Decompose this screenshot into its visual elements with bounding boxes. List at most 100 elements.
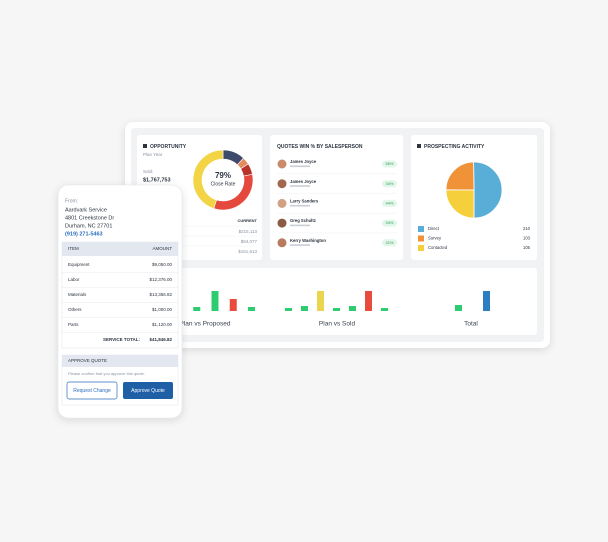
salesperson-name: Greg Schultz xyxy=(290,218,316,223)
bar xyxy=(455,305,462,311)
pie-slice xyxy=(445,161,475,191)
amount: $84,077 xyxy=(241,239,258,244)
amount: $9,050.00 xyxy=(152,262,173,267)
close-rate: 79% xyxy=(215,171,231,180)
dashboard-content: $215,113 $84,077 $151,613 James Joyce 56% Jam… xyxy=(143,149,531,328)
chart-title: Plan vs Proposed xyxy=(180,321,231,328)
bars-panel xyxy=(137,268,537,335)
win-badge xyxy=(382,239,397,247)
quote-table xyxy=(61,241,179,349)
win-rate: 34% xyxy=(385,181,393,186)
amount: $215,113 xyxy=(239,229,258,234)
item: Materials xyxy=(68,292,87,297)
pie-slice xyxy=(473,161,503,219)
bar xyxy=(483,291,490,311)
address: Durham, NC 27701 xyxy=(65,223,112,229)
amount: $13,356.82 xyxy=(149,292,172,297)
avatar xyxy=(277,159,287,169)
bar xyxy=(333,308,340,311)
salesperson-name: Larry Sanders xyxy=(290,199,319,204)
bar xyxy=(381,308,388,311)
bar xyxy=(248,307,255,311)
bar xyxy=(193,307,201,311)
placeholder-text xyxy=(290,204,310,207)
placeholder-text xyxy=(290,244,310,246)
amount: $1,120.00 xyxy=(152,322,173,327)
legend-swatch xyxy=(418,226,424,232)
button-shape[interactable] xyxy=(66,381,118,400)
placeholder-text xyxy=(290,185,310,187)
company: Aardvark Service xyxy=(65,207,107,213)
approve-header xyxy=(62,355,178,367)
approve-title: APPROVE QUOTE xyxy=(68,358,107,363)
table-header xyxy=(62,242,178,256)
sold-value: $1,767,753 xyxy=(143,177,171,183)
avatar xyxy=(277,238,287,248)
bar xyxy=(211,291,219,311)
win-badge xyxy=(382,160,397,168)
request-change-button[interactable]: Request Change xyxy=(66,381,118,400)
approve-note: Please confirm that you approve this quo… xyxy=(68,371,145,376)
bar xyxy=(365,291,372,311)
total-label: SERVICE TOTAL: xyxy=(103,337,141,342)
avatar xyxy=(277,179,287,189)
placeholder-text xyxy=(290,165,310,168)
icon xyxy=(417,144,421,148)
icon xyxy=(143,144,147,148)
close-rate-label: Close Rate xyxy=(211,181,236,187)
win-rate: 31% xyxy=(385,240,393,245)
phone-content: Equipment $9,050.00 Labor $12,376.00 Materia… xyxy=(62,262,178,333)
bar xyxy=(349,306,356,311)
button-label[interactable]: Approve Quote xyxy=(131,388,165,394)
win-badge xyxy=(382,219,397,227)
win-badge xyxy=(382,199,397,207)
salesperson-name: James Joyce xyxy=(290,179,317,184)
item: Labor xyxy=(68,277,80,282)
legend-label: Contacted xyxy=(428,245,448,250)
button-shape[interactable] xyxy=(123,382,173,399)
avatar xyxy=(277,198,287,208)
amount: $151,613 xyxy=(238,249,257,254)
win-badge xyxy=(382,180,397,188)
salesperson-name: James Joyce xyxy=(290,159,317,164)
salesperson-name: Kerry Washington xyxy=(290,238,326,243)
legend-value: 105 xyxy=(523,245,531,250)
amount: $1,000.00 xyxy=(152,307,173,312)
avatar xyxy=(277,218,287,228)
placeholder-text xyxy=(290,224,310,227)
column-header: ITEM xyxy=(68,246,79,251)
panel-title: PROSPECTING ACTIVITY xyxy=(424,144,485,150)
pie-slice xyxy=(445,189,475,219)
win-rate: 44% xyxy=(385,200,393,205)
from-label: From: xyxy=(65,198,78,204)
chart-title: Total xyxy=(464,321,478,328)
panel-title: OPPORTUNITY xyxy=(150,144,187,150)
item: Parts xyxy=(68,322,79,327)
chart-title: Plan vs Sold xyxy=(319,321,356,328)
bar xyxy=(301,306,308,311)
legend-swatch xyxy=(418,245,424,251)
legend-value: 210 xyxy=(523,226,531,231)
legend-label: Direct xyxy=(428,226,440,231)
win-rate: 34% xyxy=(385,220,393,225)
column-header: CURRENT xyxy=(237,218,257,223)
sold-label: Sold: xyxy=(143,169,153,174)
address: 4801 Creekstone Dr xyxy=(65,215,114,221)
win-rate: 56% xyxy=(385,161,393,166)
legend-value: 103 xyxy=(523,236,531,241)
panel-title: QUOTES WIN % BY SALESPERSON xyxy=(277,144,363,150)
total-value: $41,846.82 xyxy=(149,337,172,342)
item: Equipment xyxy=(68,262,90,267)
approve-quote-button[interactable]: Approve Quote xyxy=(123,382,173,399)
column-header: AMOUNT xyxy=(153,246,173,251)
phone-number: (919) 271-5463 xyxy=(65,231,103,237)
bar xyxy=(317,291,324,311)
legend-swatch xyxy=(418,235,424,242)
donut-segment xyxy=(192,149,224,209)
button-label[interactable]: Request Change xyxy=(73,388,111,394)
legend-label: Survey xyxy=(428,236,442,241)
bar xyxy=(285,308,292,311)
panel-subtitle: Plan Year xyxy=(143,152,163,157)
